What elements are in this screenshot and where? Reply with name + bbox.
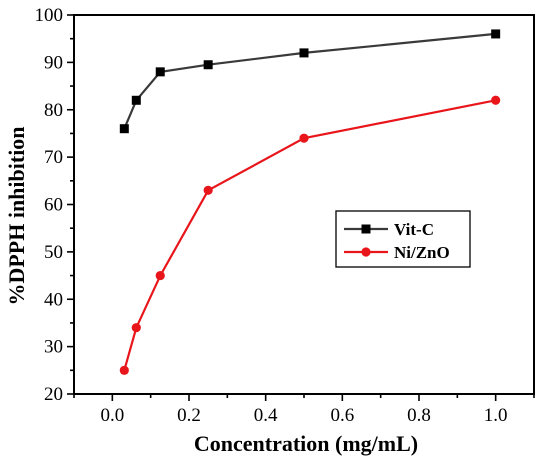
y-axis-ticks: 20 30 40 50 60 70 80 90 100: [35, 5, 74, 405]
y-tick-label: 20: [44, 384, 63, 405]
x-tick-label: 0.0: [100, 405, 124, 426]
y-tick-label: 100: [35, 5, 64, 26]
x-tick-label: 0.2: [177, 405, 201, 426]
y-tick-label: 60: [44, 195, 63, 216]
data-point: [131, 323, 141, 333]
y-tick-label: 50: [44, 242, 63, 263]
y-axis-title: %DPPH inhibition: [4, 126, 29, 305]
y-tick-label: 90: [44, 52, 63, 73]
legend-label: Vit-C: [394, 220, 434, 239]
legend-box: [335, 210, 471, 268]
x-tick-label: 1.0: [484, 405, 508, 426]
x-tick-label: 0.6: [330, 405, 354, 426]
data-point: [155, 67, 165, 77]
series-ni-zno: [119, 95, 501, 375]
data-point: [119, 365, 129, 375]
legend-marker: [361, 247, 371, 257]
y-tick-label: 40: [44, 289, 63, 310]
series-layer: [119, 29, 501, 375]
data-point: [299, 133, 309, 143]
plot-frame: [73, 14, 535, 395]
x-tick-label: 0.4: [254, 405, 278, 426]
data-point: [299, 48, 309, 58]
legend-label: Ni/ZnO: [394, 243, 450, 262]
series-vit-c: [119, 29, 501, 134]
series-line: [123, 99, 496, 371]
data-point: [131, 95, 141, 105]
data-point: [491, 29, 501, 39]
plot-border: [73, 14, 535, 395]
series-line: [123, 32, 496, 130]
y-tick-label: 70: [44, 147, 63, 168]
data-point: [203, 60, 213, 70]
y-tick-label: 30: [44, 337, 63, 358]
legend-marker: [361, 224, 371, 234]
data-point: [119, 124, 129, 134]
legend: Vit-C Ni/ZnO: [335, 210, 471, 268]
x-tick-label: 0.8: [407, 405, 431, 426]
data-point: [203, 185, 213, 195]
data-point: [491, 95, 501, 105]
y-tick-label: 80: [44, 100, 63, 121]
data-point: [155, 270, 165, 281]
x-axis-ticks: 0.0 0.2 0.4 0.6 0.8 1.0: [73, 394, 535, 426]
x-axis-title: Concentration (mg/mL): [194, 431, 418, 456]
